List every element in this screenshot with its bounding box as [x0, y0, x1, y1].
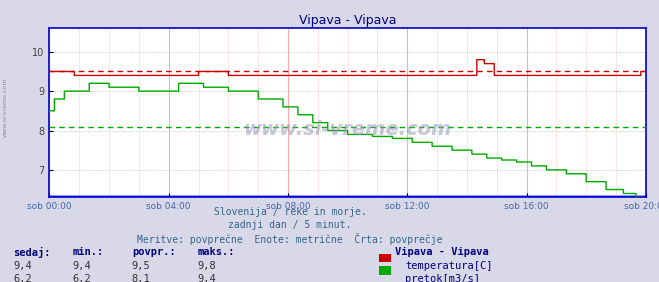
- Text: www.si-vreme.com: www.si-vreme.com: [243, 120, 452, 139]
- Text: pretok[m3/s]: pretok[m3/s]: [405, 274, 480, 282]
- Text: 9,4: 9,4: [13, 261, 32, 271]
- Text: 9,5: 9,5: [132, 261, 150, 271]
- Text: Slovenija / reke in morje.: Slovenija / reke in morje.: [214, 207, 366, 217]
- Text: 6,2: 6,2: [72, 274, 91, 282]
- Text: 9,4: 9,4: [198, 274, 216, 282]
- Title: Vipava - Vipava: Vipava - Vipava: [299, 14, 396, 27]
- Text: 9,8: 9,8: [198, 261, 216, 271]
- Text: Vipava - Vipava: Vipava - Vipava: [395, 247, 489, 257]
- Text: 8,1: 8,1: [132, 274, 150, 282]
- Text: www.si-vreme.com: www.si-vreme.com: [3, 78, 8, 137]
- Text: 9,4: 9,4: [72, 261, 91, 271]
- Text: povpr.:: povpr.:: [132, 247, 175, 257]
- Text: temperatura[C]: temperatura[C]: [405, 261, 493, 271]
- Text: zadnji dan / 5 minut.: zadnji dan / 5 minut.: [228, 220, 352, 230]
- Text: maks.:: maks.:: [198, 247, 235, 257]
- Text: min.:: min.:: [72, 247, 103, 257]
- Text: sedaj:: sedaj:: [13, 247, 51, 258]
- Text: Meritve: povprečne  Enote: metrične  Črta: povprečje: Meritve: povprečne Enote: metrične Črta:…: [137, 233, 443, 245]
- Text: 6,2: 6,2: [13, 274, 32, 282]
